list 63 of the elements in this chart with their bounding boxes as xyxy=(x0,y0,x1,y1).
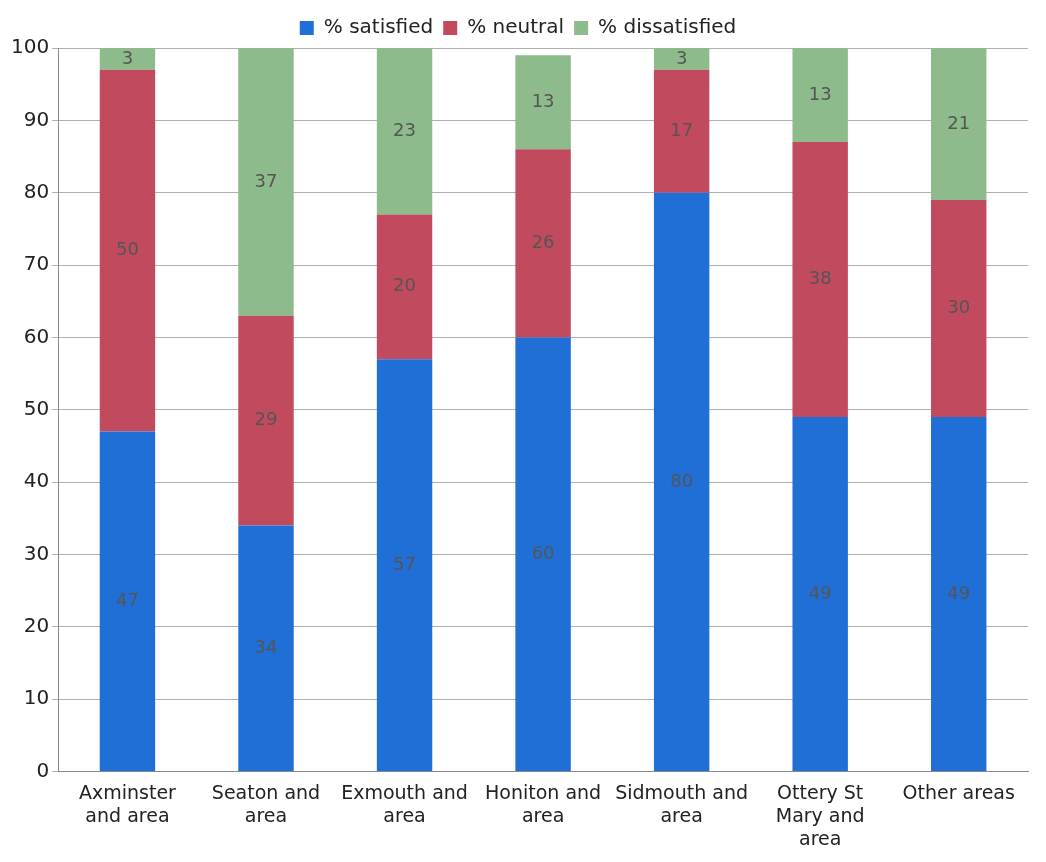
data-label: 37 xyxy=(254,169,278,191)
bar xyxy=(931,48,987,200)
bar xyxy=(99,431,156,772)
bar xyxy=(792,142,848,418)
legend-label: % satisfied xyxy=(323,14,434,39)
bar xyxy=(653,192,710,772)
y-tick-label: 90 xyxy=(23,106,50,131)
data-label: 49 xyxy=(947,581,971,603)
data-label: 30 xyxy=(947,296,971,318)
bar xyxy=(238,525,294,772)
data-label: 13 xyxy=(531,89,555,111)
x-tick-label: Honiton and area xyxy=(485,780,602,826)
bar xyxy=(376,48,433,215)
data-label: 47 xyxy=(115,588,139,610)
y-tick-label: 100 xyxy=(10,34,50,59)
y-tick-label: 50 xyxy=(23,396,50,420)
data-label: 20 xyxy=(393,274,416,296)
bar xyxy=(653,69,710,193)
data-label: 21 xyxy=(947,111,971,133)
y-tick-label: 60 xyxy=(23,323,50,348)
bar xyxy=(238,48,294,316)
bar xyxy=(792,417,848,772)
data-label: 57 xyxy=(393,552,416,574)
bar xyxy=(653,48,710,70)
data-label: 34 xyxy=(254,636,278,658)
bar xyxy=(515,337,571,772)
bar xyxy=(99,69,156,432)
legend-label: % neutral xyxy=(467,14,565,39)
bar xyxy=(515,149,571,338)
x-tick-label: Seaton and area xyxy=(211,780,321,826)
bar xyxy=(931,417,987,772)
y-tick-label: 10 xyxy=(23,685,50,710)
bar xyxy=(376,214,433,360)
legend-label: % dissatisfied xyxy=(598,14,737,39)
data-label: 38 xyxy=(808,267,832,289)
data-label: 29 xyxy=(254,408,278,430)
x-tick-label: Axminster and area xyxy=(78,780,177,826)
y-tick-label: 80 xyxy=(23,178,50,203)
bar xyxy=(931,199,987,418)
data-label: 26 xyxy=(531,231,555,253)
bar xyxy=(99,48,156,70)
y-tick-label: 20 xyxy=(23,613,50,638)
y-tick-label: 30 xyxy=(23,540,50,565)
data-label: 17 xyxy=(670,118,694,140)
bar xyxy=(238,315,294,526)
data-label: 23 xyxy=(393,118,416,140)
y-tick-label: 0 xyxy=(36,757,50,782)
y-tick-label: 40 xyxy=(23,468,50,493)
bar xyxy=(515,55,571,150)
x-tick-label: Sidmouth and area xyxy=(615,780,749,826)
x-tick-label: Ottery St Mary and area xyxy=(775,780,865,849)
x-tick-label: Other areas xyxy=(902,780,1015,803)
data-label: 3 xyxy=(675,46,688,68)
y-tick-label: 70 xyxy=(23,251,50,276)
x-tick-label: Exmouth and area xyxy=(341,780,468,826)
data-label: 3 xyxy=(121,46,134,68)
data-label: 60 xyxy=(531,541,555,563)
bar xyxy=(376,359,433,772)
bar xyxy=(792,48,848,143)
data-label: 80 xyxy=(670,469,694,491)
data-label: 50 xyxy=(115,238,139,260)
data-label: 13 xyxy=(808,82,832,104)
data-label: 49 xyxy=(808,581,832,603)
